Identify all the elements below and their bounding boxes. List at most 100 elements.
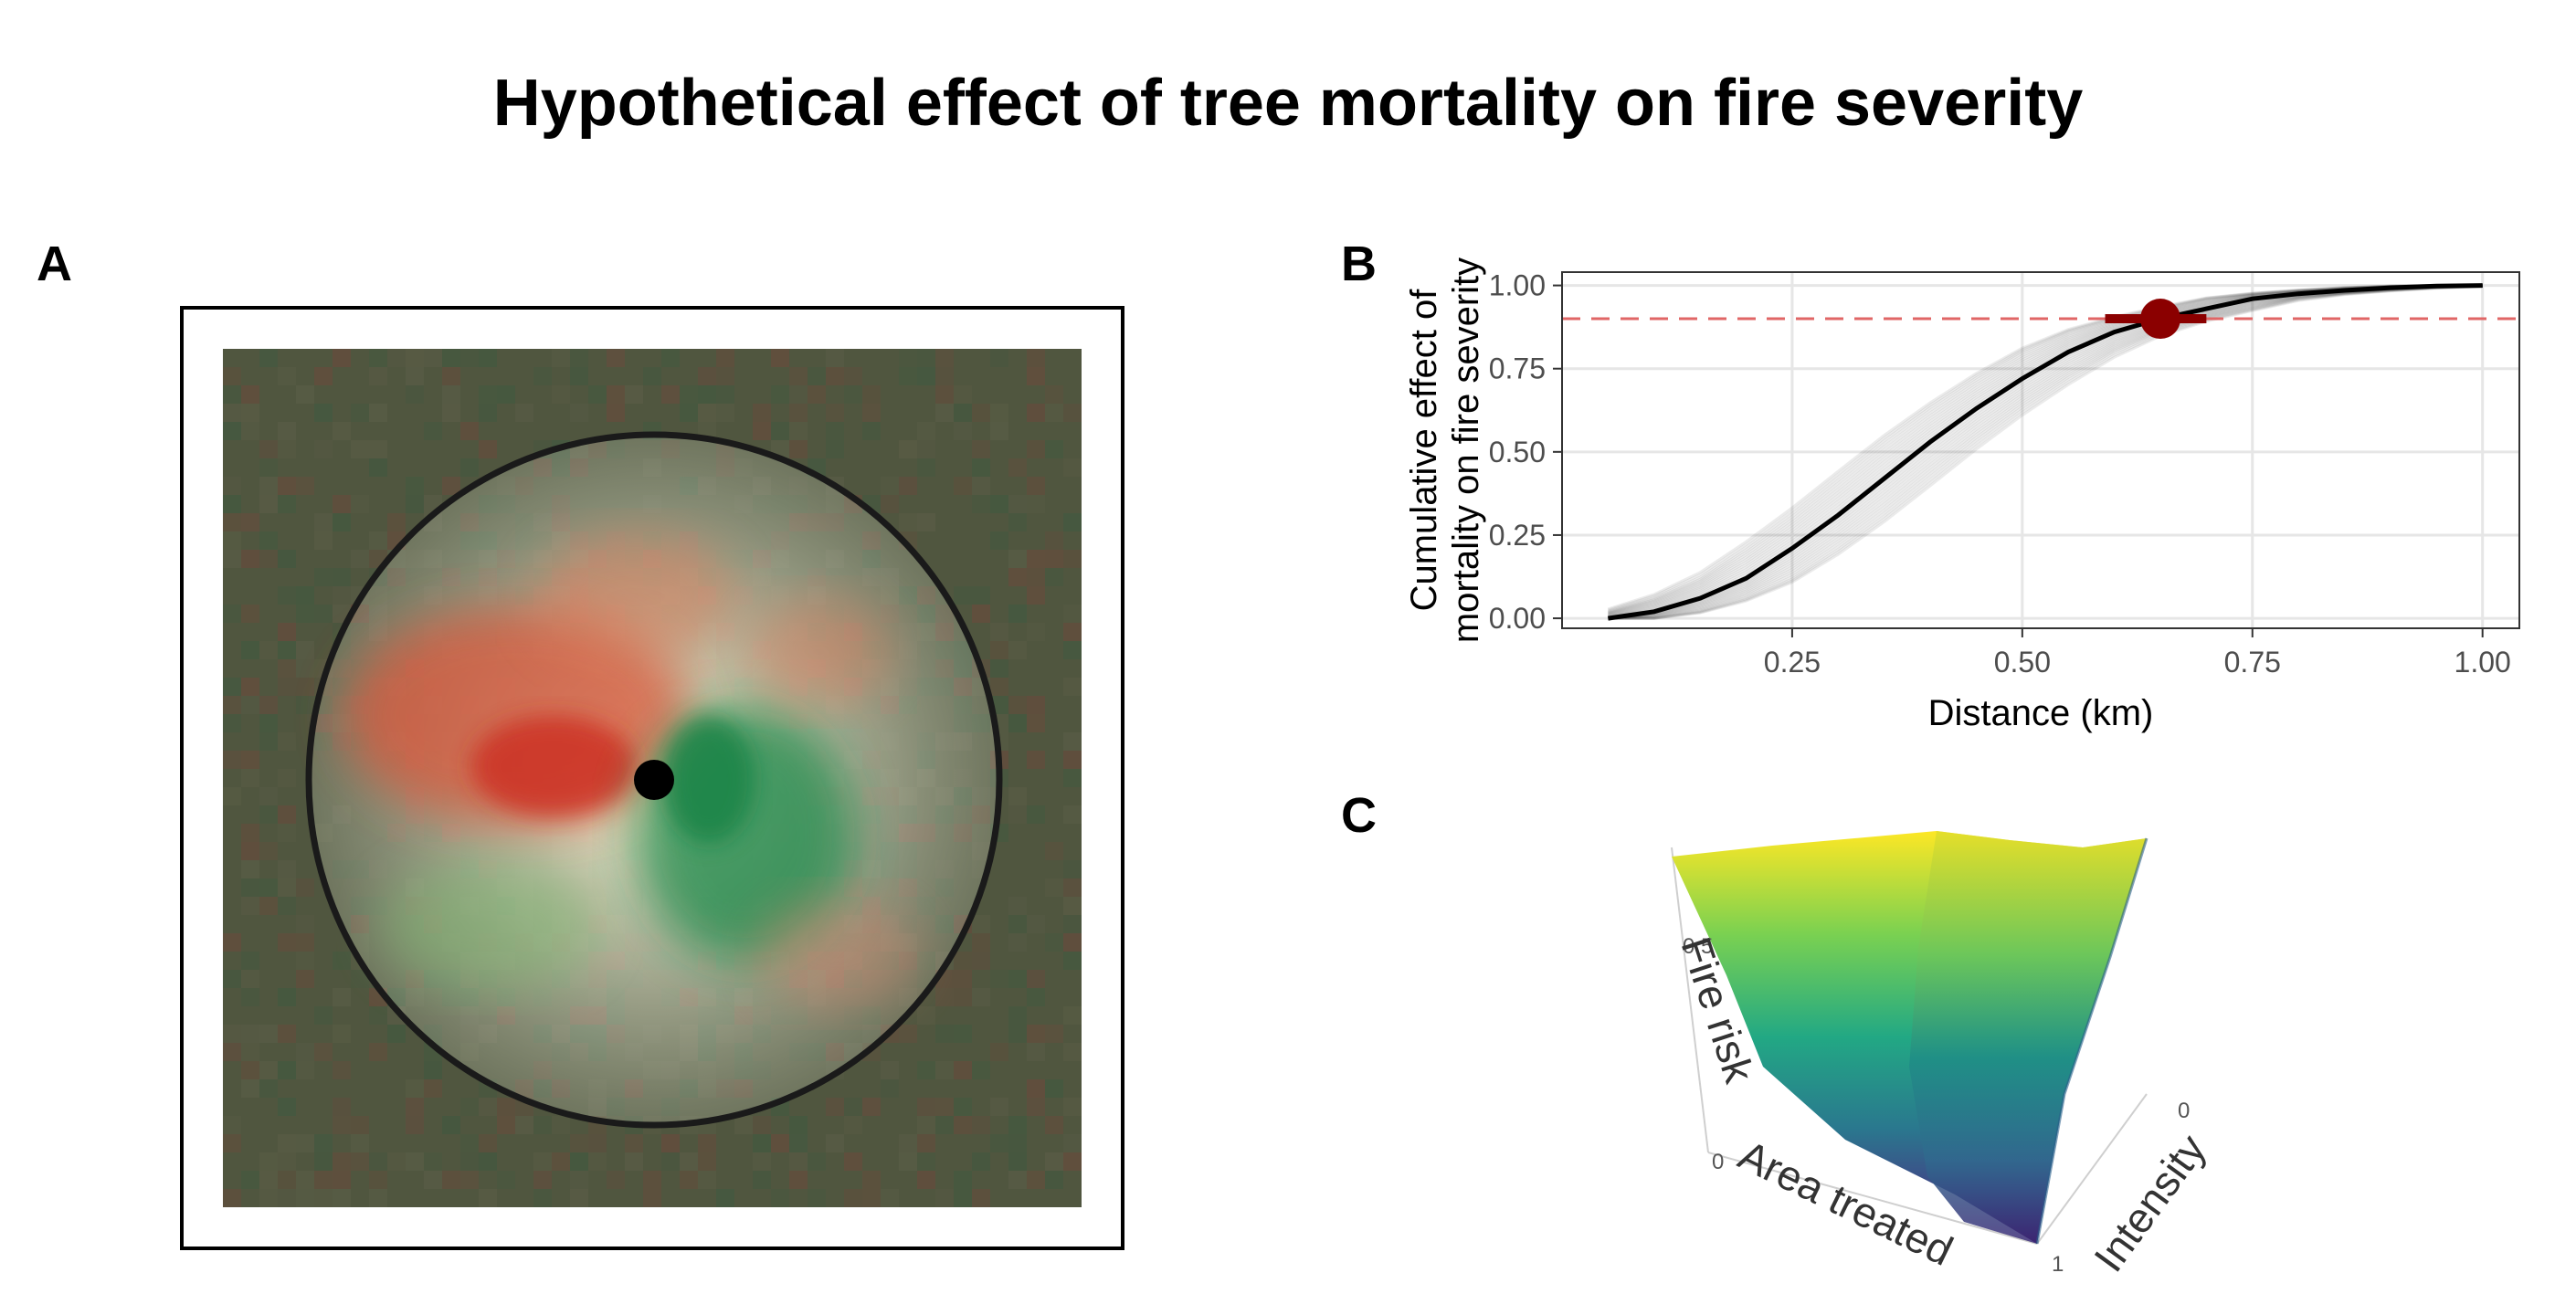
map-cell xyxy=(479,349,497,367)
map-cell xyxy=(1063,605,1082,623)
map-cell xyxy=(278,1061,296,1079)
map-cell xyxy=(1045,1116,1063,1134)
map-cell xyxy=(680,385,698,404)
map-cell xyxy=(1063,404,1082,422)
map-cell xyxy=(278,1152,296,1171)
map-cell xyxy=(1063,1134,1082,1152)
map-cell xyxy=(935,404,954,422)
map-cell xyxy=(1063,550,1082,568)
map-cell xyxy=(259,531,278,550)
map-cell xyxy=(278,659,296,678)
map-cell xyxy=(314,1152,333,1171)
map-cell xyxy=(241,751,259,769)
map-cell xyxy=(533,1152,552,1171)
map-cell xyxy=(607,385,625,404)
map-cell xyxy=(333,1116,351,1134)
map-cell xyxy=(314,513,333,531)
grid xyxy=(1562,272,2519,628)
map-cell xyxy=(954,477,972,495)
map-cell xyxy=(314,605,333,623)
map-cell xyxy=(899,367,917,385)
map-cell xyxy=(990,1098,1008,1116)
map-cell xyxy=(680,1152,698,1171)
map-cell xyxy=(259,1079,278,1098)
map-cell xyxy=(259,641,278,659)
map-cell xyxy=(424,1152,442,1171)
map-cell xyxy=(479,440,497,458)
map-cell xyxy=(1008,550,1027,568)
map-cell xyxy=(680,1171,698,1189)
map-cell xyxy=(1045,842,1063,860)
map-cell xyxy=(954,422,972,440)
map-cell xyxy=(954,1189,972,1207)
map-cell xyxy=(241,605,259,623)
map-cell xyxy=(1027,915,1045,933)
posterior-draw-line xyxy=(1608,284,2483,620)
map-cell xyxy=(223,477,241,495)
panel-a-map xyxy=(180,306,1124,1250)
map-cell xyxy=(369,1152,387,1171)
map-cell xyxy=(278,933,296,952)
x-tick-label: 1.00 xyxy=(2455,646,2511,679)
map-cell xyxy=(972,605,990,623)
map-cell xyxy=(789,385,808,404)
map-cell xyxy=(935,1025,954,1043)
map-cell xyxy=(351,1116,369,1134)
map-cell xyxy=(296,1043,314,1061)
map-cell xyxy=(990,495,1008,513)
map-cell xyxy=(479,1098,497,1116)
map-cell xyxy=(954,1061,972,1079)
map-cell xyxy=(259,550,278,568)
map-cell xyxy=(1008,495,1027,513)
map-cell xyxy=(424,1061,442,1079)
map-cell xyxy=(826,422,844,440)
map-cell xyxy=(716,385,734,404)
map-cell xyxy=(917,1116,935,1134)
map-cell xyxy=(1027,367,1045,385)
map-cell xyxy=(369,367,387,385)
map-cell xyxy=(1027,477,1045,495)
map-cell xyxy=(406,1116,424,1134)
map-cell xyxy=(990,404,1008,422)
map-cell xyxy=(771,1134,789,1152)
map-cell xyxy=(387,349,406,367)
map-cell xyxy=(278,1025,296,1043)
map-cell xyxy=(424,1079,442,1098)
map-cell xyxy=(881,1079,899,1098)
map-cell xyxy=(424,349,442,367)
map-cell xyxy=(241,641,259,659)
map-cell xyxy=(296,933,314,952)
map-cell xyxy=(369,349,387,367)
map-cell xyxy=(972,495,990,513)
map-cell xyxy=(881,477,899,495)
map-cell xyxy=(406,1152,424,1171)
map-cell xyxy=(278,824,296,842)
map-cell xyxy=(972,952,990,970)
map-cell xyxy=(588,385,607,404)
map-cell xyxy=(296,678,314,696)
map-cell xyxy=(351,404,369,422)
map-cell xyxy=(1027,751,1045,769)
map-cell xyxy=(314,568,333,586)
map-cell xyxy=(442,477,460,495)
map-cell xyxy=(460,422,479,440)
map-cell xyxy=(917,440,935,458)
map-cell xyxy=(954,970,972,988)
map-cell xyxy=(369,1171,387,1189)
map-cell xyxy=(1027,568,1045,586)
map-cell xyxy=(1008,970,1027,988)
map-cell xyxy=(241,952,259,970)
map-cell xyxy=(241,678,259,696)
map-cell xyxy=(223,1134,241,1152)
map-cell xyxy=(1008,787,1027,805)
map-cell xyxy=(1008,1134,1027,1152)
map-cell xyxy=(241,988,259,1006)
map-cell xyxy=(278,586,296,605)
mortality-core-red xyxy=(471,716,636,816)
map-cell xyxy=(899,349,917,367)
map-cell xyxy=(387,513,406,531)
surface-axes-lines xyxy=(1671,847,2148,1245)
map-cell xyxy=(351,440,369,458)
panel-c-surface: 0.5 0 1 0 Fire risk Area treated Intensi… xyxy=(1671,831,2215,1280)
map-cell xyxy=(881,1189,899,1207)
